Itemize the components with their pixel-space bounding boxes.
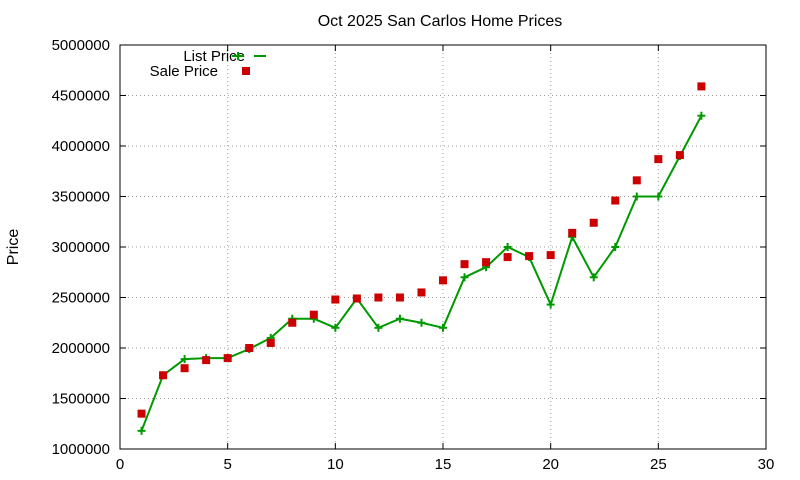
data-point-sale-price: [352, 294, 361, 303]
data-point-sale-price: [654, 155, 663, 164]
y-tick-label: 4000000: [52, 138, 110, 155]
data-point-list-price: [654, 192, 663, 201]
grid: [120, 45, 766, 449]
data-point-list-price: [180, 355, 189, 364]
data-point-sale-price: [159, 371, 168, 380]
x-tick-label: 5: [223, 456, 231, 473]
x-tick-label: 10: [327, 456, 344, 473]
data-point-sale-price: [546, 251, 555, 260]
data-point-sale-price: [309, 310, 318, 319]
series: [137, 82, 706, 435]
data-point-list-price: [546, 300, 555, 309]
data-point-sale-price: [245, 344, 254, 352]
x-tick-labels: 0 5 10 15 20 25 30: [116, 456, 775, 473]
data-point-sale-price: [675, 151, 684, 160]
data-point-list-price: [632, 192, 641, 201]
x-tick-label: 0: [116, 456, 124, 473]
y-tick-label: 3500000: [52, 189, 110, 206]
data-point-list-price: [503, 243, 512, 251]
y-tick-label: 3000000: [52, 239, 110, 256]
y-tick-labels: 1000000 1500000 2000000 2500000 3000000 35000…: [52, 37, 110, 458]
data-point-sale-price: [589, 218, 598, 227]
data-point-list-price: [697, 111, 706, 120]
x-tick-label: 25: [650, 456, 667, 473]
data-point-sale-price: [503, 253, 512, 262]
data-point-sale-price: [632, 176, 641, 185]
data-point-sale-price: [525, 252, 534, 261]
series-line-list-price: [140, 115, 703, 432]
data-point-sale-price: [482, 258, 491, 267]
data-point-list-price: [460, 273, 469, 282]
legend-label-list-price: List Price: [183, 48, 245, 65]
y-tick-label: 5000000: [52, 37, 110, 54]
y-tick-label: 4500000: [52, 88, 110, 105]
y-tick-label: 2500000: [52, 290, 110, 307]
data-point-sale-price: [266, 338, 275, 347]
legend: List Price Sale Price: [150, 48, 266, 80]
series-sale-price: [137, 82, 706, 418]
data-point-sale-price: [460, 260, 469, 269]
data-point-list-price: [417, 318, 426, 327]
data-point-sale-price: [417, 288, 426, 297]
data-point-sale-price: [697, 82, 706, 91]
chart-title: Oct 2025 San Carlos Home Prices: [318, 13, 563, 30]
data-point-list-price: [395, 314, 404, 323]
data-point-list-price: [589, 273, 598, 282]
data-point-list-price: [331, 323, 340, 332]
data-point-sale-price: [568, 228, 577, 237]
axis-ticks: [119, 44, 767, 450]
y-tick-label: 1000000: [52, 441, 110, 458]
x-tick-label: 20: [542, 456, 559, 473]
series-list-price: [137, 111, 706, 435]
data-point-list-price: [137, 426, 146, 435]
data-point-sale-price: [288, 318, 297, 327]
data-point-sale-price: [439, 276, 447, 285]
x-tick-label: 30: [758, 456, 775, 473]
data-point-sale-price: [137, 409, 146, 418]
y-tick-label: 2000000: [52, 340, 110, 357]
data-point-sale-price: [202, 356, 211, 365]
x-tick-label: 15: [435, 456, 452, 473]
data-point-list-price: [374, 323, 383, 332]
data-point-sale-price: [395, 293, 404, 302]
data-point-list-price: [611, 243, 620, 251]
data-point-sale-price: [611, 196, 620, 205]
y-tick-label: 1500000: [52, 391, 110, 408]
data-point-list-price: [439, 323, 447, 332]
legend-swatch-sale-price: [242, 67, 250, 75]
data-point-sale-price: [331, 295, 340, 304]
data-point-sale-price: [180, 364, 189, 373]
data-point-sale-price: [374, 293, 383, 302]
legend-label-sale-price: Sale Price: [150, 63, 218, 80]
data-point-sale-price: [223, 354, 232, 363]
y-axis-label: Price: [5, 229, 22, 266]
